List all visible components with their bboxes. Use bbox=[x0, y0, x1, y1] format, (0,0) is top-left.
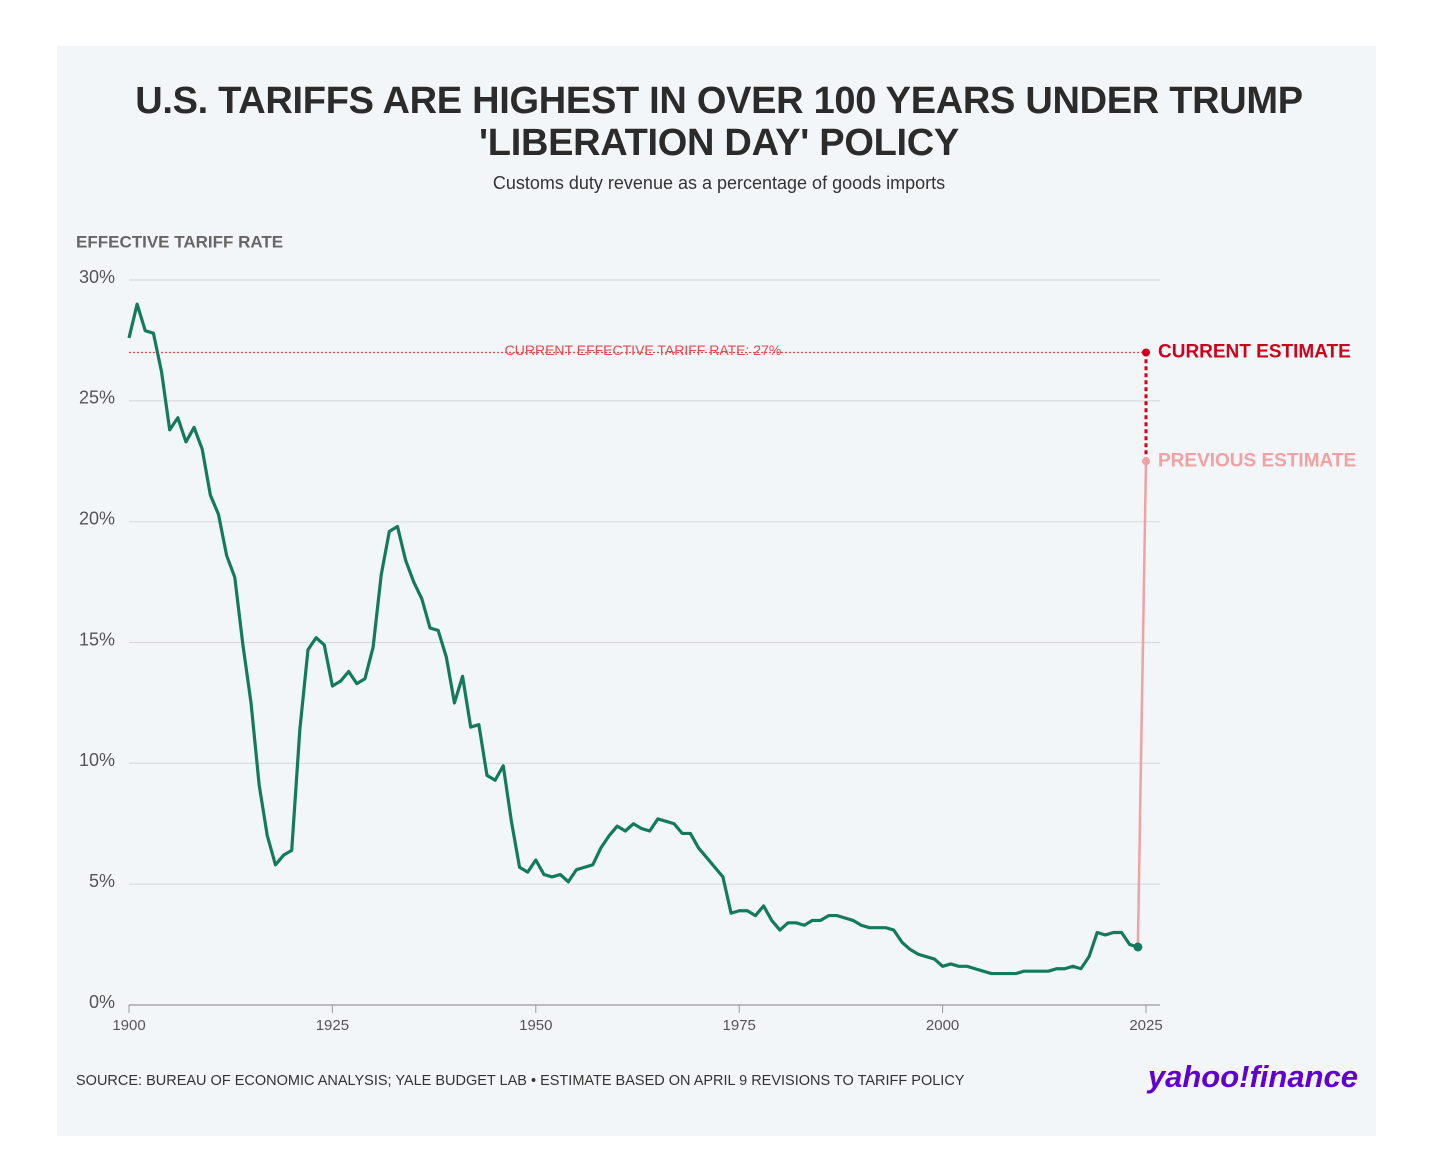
y-axis-label: EFFECTIVE TARIFF RATE bbox=[76, 232, 283, 251]
x-tick-label: 1975 bbox=[723, 1017, 756, 1034]
estimate-point bbox=[1142, 348, 1150, 357]
end-point bbox=[1133, 942, 1143, 952]
estimate-label: CURRENT ESTIMATE bbox=[1158, 342, 1351, 363]
reference-label: CURRENT EFFECTIVE TARIFF RATE: 27% bbox=[505, 342, 782, 358]
estimate-point bbox=[1142, 457, 1150, 466]
x-tick-label: 2025 bbox=[1129, 1017, 1162, 1034]
y-tick-label: 25% bbox=[79, 388, 115, 408]
y-tick-label: 10% bbox=[79, 750, 115, 770]
x-tick-label: 2000 bbox=[926, 1017, 959, 1034]
source: SOURCE: BUREAU OF ECONOMIC ANALYSIS; YAL… bbox=[76, 1073, 965, 1089]
chart-title: U.S. TARIFFS ARE HIGHEST IN OVER 100 YEA… bbox=[135, 80, 1303, 164]
card bbox=[57, 46, 1376, 1136]
y-tick-label: 5% bbox=[89, 871, 115, 891]
x-tick-label: 1950 bbox=[519, 1017, 552, 1034]
y-tick-label: 0% bbox=[89, 992, 115, 1012]
y-tick-label: 30% bbox=[79, 267, 115, 287]
x-tick-label: 1900 bbox=[112, 1017, 145, 1034]
logo: yahoo!finance bbox=[1146, 1059, 1358, 1094]
y-tick-label: 15% bbox=[79, 629, 115, 649]
previous-estimate-connector bbox=[1136, 461, 1148, 948]
chart-subtitle: Customs duty revenue as a percentage of … bbox=[492, 173, 946, 193]
y-tick-label: 20% bbox=[79, 508, 115, 528]
estimate-label: PREVIOUS ESTIMATE bbox=[1158, 450, 1356, 471]
series-line bbox=[127, 302, 1139, 976]
x-tick-label: 1925 bbox=[316, 1017, 349, 1034]
